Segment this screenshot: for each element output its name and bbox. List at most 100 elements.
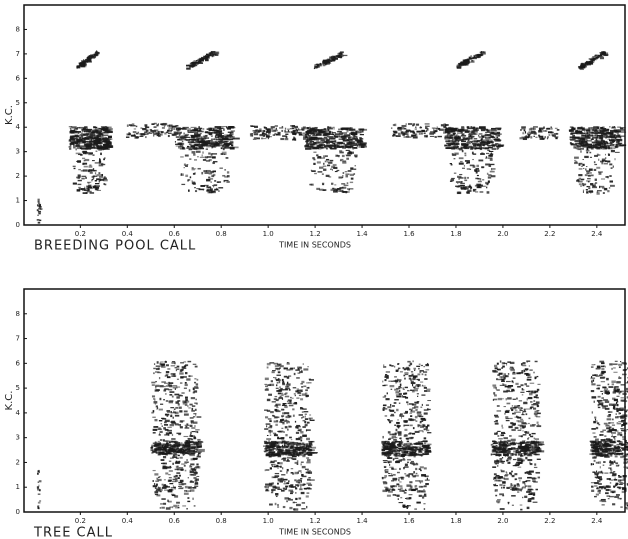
spectrogram-speck [103, 158, 105, 161]
spectrogram-speck [507, 373, 510, 375]
spectrogram-speck [338, 146, 342, 148]
spectrogram-speck [585, 129, 591, 132]
spectrogram-speck [477, 180, 482, 183]
spectrogram-speck [157, 448, 165, 451]
spectrogram-speck [484, 136, 491, 140]
spectrogram-speck [219, 126, 222, 129]
spectrogram-speck [98, 164, 104, 167]
spectrogram-speck [322, 165, 327, 167]
spectrogram-speck [434, 136, 437, 138]
spectrogram-speck [324, 132, 328, 134]
spectrogram-speck [159, 362, 162, 365]
spectrogram-speck [284, 127, 287, 130]
spectrogram-speck [528, 417, 531, 420]
spectrogram-speck [399, 383, 402, 386]
spectrogram-speck [527, 476, 532, 479]
spectrogram-speck [495, 145, 500, 148]
spectrogram-speck [159, 446, 162, 448]
spectrogram-speck [438, 127, 441, 130]
spectrogram-speck [259, 128, 262, 131]
spectrogram-speck [299, 451, 302, 453]
spectrogram-speck [145, 136, 147, 139]
spectrogram-speck [172, 387, 178, 389]
spectrogram-speck [212, 54, 214, 57]
spectrogram-speck [410, 415, 413, 417]
y-tick-label: 6 [16, 74, 21, 82]
spectrogram-speck [311, 147, 318, 150]
spectrogram-speck [160, 462, 166, 465]
spectrogram-speck [266, 438, 272, 440]
spectrogram-speck [394, 453, 397, 456]
spectrogram-speck [588, 127, 594, 129]
spectrogram-speck [309, 126, 311, 128]
spectrogram-speck [396, 494, 400, 497]
spectrogram-speck [412, 475, 416, 478]
spectrogram-speck [163, 484, 167, 487]
spectrogram-speck [273, 377, 275, 379]
spectrogram-speck [167, 489, 172, 492]
spectrogram-speck [615, 138, 619, 141]
spectrogram-speck [338, 190, 342, 192]
spectrogram-speck [404, 454, 409, 456]
spectrogram-speck [306, 469, 311, 472]
spectrogram-speck [317, 129, 323, 131]
spectrogram-speck [187, 461, 189, 463]
spectrogram-speck [316, 154, 319, 157]
spectrogram-speck [435, 127, 440, 130]
spectrogram-speck [163, 440, 168, 442]
spectrogram-speck [475, 177, 479, 180]
spectrogram-speck [183, 435, 189, 438]
spectrogram-speck [493, 421, 497, 423]
spectrogram-speck [72, 135, 80, 138]
spectrogram-speck [412, 377, 416, 381]
spectrogram-speck [425, 369, 430, 371]
spectrogram-speck [98, 162, 104, 165]
spectrogram-speck [482, 179, 485, 181]
spectrogram-speck [408, 494, 413, 496]
spectrogram-speck [487, 146, 491, 149]
spectrogram-speck [189, 470, 195, 474]
spectrogram-speck [210, 170, 214, 174]
spectrogram-speck [405, 367, 410, 370]
spectrogram-speck [194, 408, 197, 411]
spectrogram-speck [183, 453, 186, 456]
spectrogram-speck [196, 456, 201, 458]
spectrogram-speck [596, 190, 602, 192]
spectrogram-speck [95, 143, 99, 147]
spectrogram-speck [424, 134, 428, 138]
spectrogram-speck [425, 440, 428, 443]
spectrogram-speck [159, 507, 161, 509]
spectrogram-speck [495, 387, 497, 390]
spectrogram-speck [416, 453, 419, 455]
spectrogram-speck [297, 448, 303, 451]
spectrogram-speck [403, 128, 407, 130]
spectrogram-speck [345, 175, 349, 178]
spectrogram-speck [359, 129, 361, 132]
spectrogram-speck [580, 150, 582, 153]
spectrogram-speck [268, 453, 275, 455]
spectrogram-speck [307, 366, 310, 368]
spectrogram-speck [275, 387, 279, 390]
spectrogram-speck [412, 427, 415, 430]
spectrogram-speck [296, 397, 300, 399]
spectrogram-speck [103, 177, 107, 180]
spectrogram-speck [191, 452, 196, 454]
spectrogram-speck [419, 420, 424, 422]
spectrogram-speck [182, 505, 187, 507]
spectrogram-speck [155, 489, 158, 492]
spectrogram-speck [288, 480, 290, 483]
spectrogram-speck [389, 437, 394, 439]
spectrogram-speck [387, 461, 390, 464]
spectrogram-speck [142, 128, 147, 130]
x-axis-label: TIME IN SECONDS [278, 241, 351, 250]
spectrogram-speck [282, 457, 286, 460]
spectrogram-speck [92, 154, 95, 156]
spectrogram-speck [254, 125, 258, 128]
spectrogram-speck [161, 483, 164, 486]
spectrogram-speck [293, 446, 296, 448]
spectrogram-speck [413, 123, 416, 126]
spectrogram-speck [164, 448, 168, 450]
spectrogram-speck [554, 127, 558, 129]
spectrogram-speck [197, 453, 201, 455]
spectrogram-speck [269, 503, 273, 506]
